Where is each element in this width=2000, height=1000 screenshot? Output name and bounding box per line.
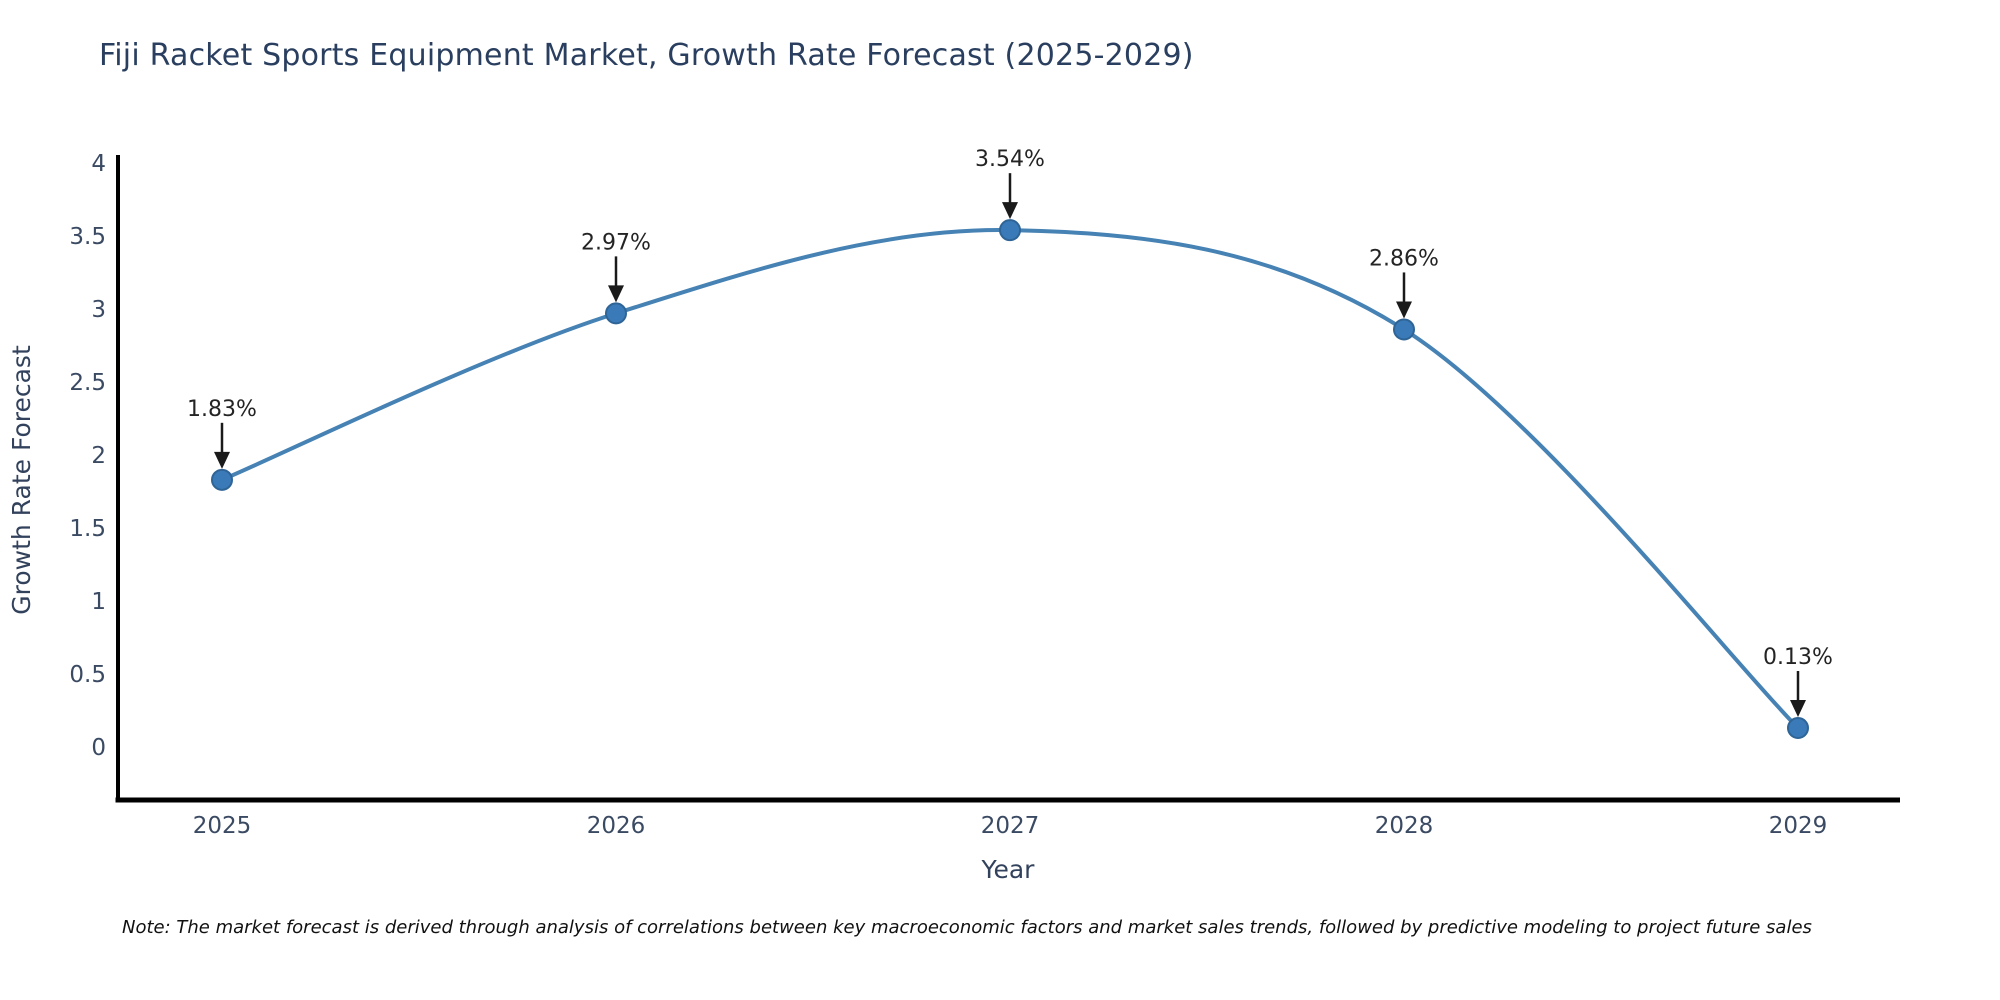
x-tick-label: 2027: [981, 813, 1040, 839]
data-point-marker[interactable]: [605, 302, 627, 325]
forecast-line: [220, 228, 1800, 731]
y-tick-label: 4: [91, 151, 106, 177]
x-axis-title: Year: [981, 855, 1036, 884]
y-tick-label: 2: [91, 443, 106, 469]
x-tick-label: 2028: [1375, 813, 1434, 839]
x-tick-label: 2029: [1769, 813, 1828, 839]
data-point-marker[interactable]: [999, 219, 1021, 242]
annotation-label: 3.54%: [975, 147, 1045, 172]
annotation-label: 2.86%: [1369, 246, 1439, 271]
x-tick-label: 2026: [587, 813, 646, 839]
annotation-label: 2.97%: [581, 230, 651, 255]
y-tick-label: 1: [91, 589, 106, 615]
annotation-arrowhead: [1396, 301, 1412, 319]
chart-title: Fiji Racket Sports Equipment Market, Gro…: [99, 38, 1194, 73]
data-point-marker[interactable]: [1393, 318, 1415, 341]
y-tick-label: 1.5: [69, 516, 106, 542]
y-axis-title: Growth Rate Forecast: [7, 345, 36, 615]
x-tick-label: 2025: [193, 813, 252, 839]
y-tick-label: 3: [91, 297, 106, 323]
y-tick-label: 3.5: [69, 224, 106, 250]
annotation-arrowhead: [608, 285, 624, 303]
data-point-marker[interactable]: [211, 468, 233, 491]
y-tick-label: 0.5: [69, 662, 106, 688]
data-point-marker[interactable]: [1787, 717, 1809, 740]
footnote: Note: The market forecast is derived thr…: [122, 917, 1812, 938]
annotation-arrowhead: [1790, 700, 1806, 718]
y-tick-label: 2.5: [69, 370, 106, 396]
annotation-label: 0.13%: [1763, 645, 1833, 670]
annotation-arrowhead: [214, 451, 230, 469]
y-tick-label: 0: [91, 735, 106, 761]
annotation-label: 1.83%: [187, 397, 257, 422]
annotation-arrowhead: [1002, 202, 1018, 220]
